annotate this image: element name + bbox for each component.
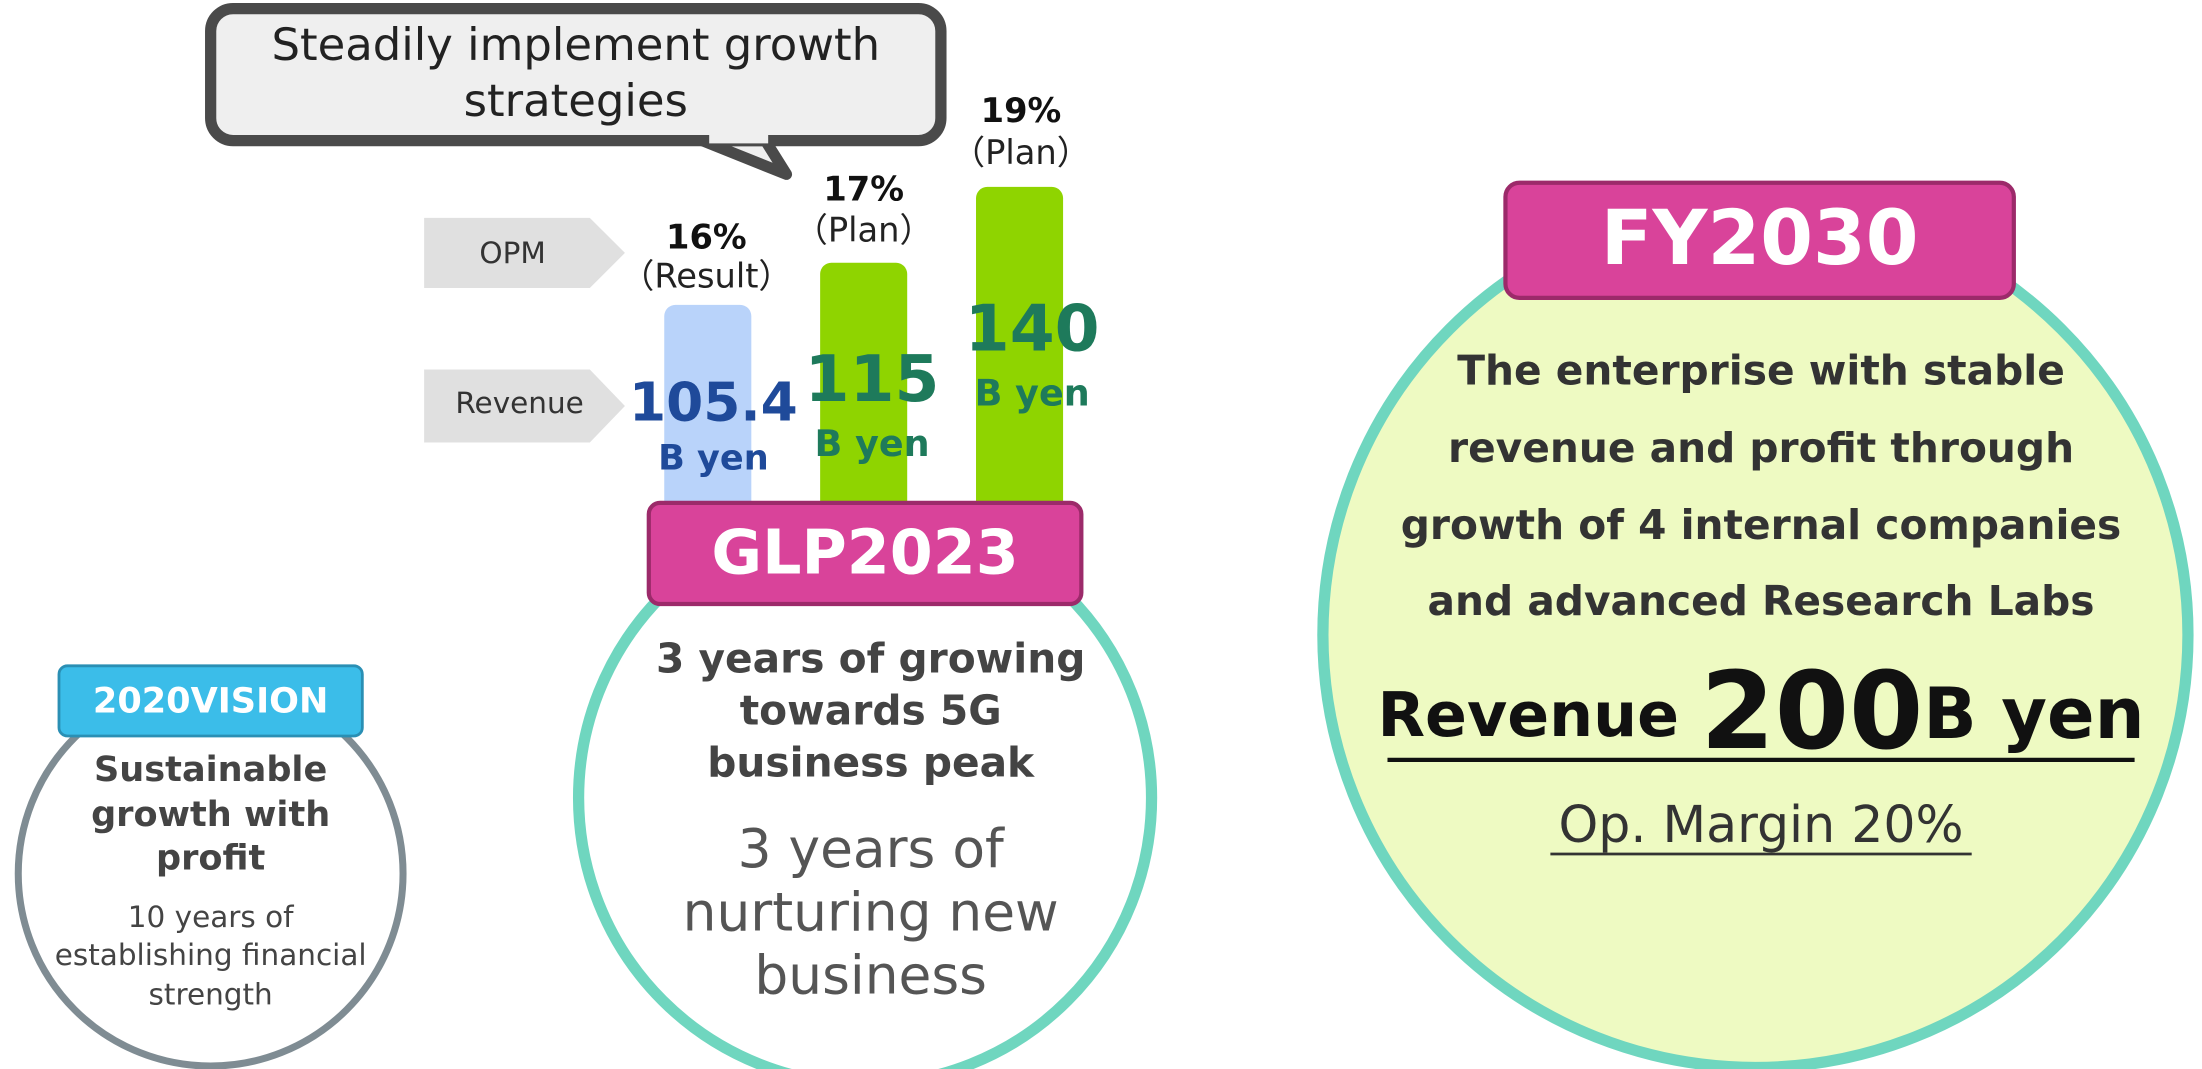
circle-title: profit [156,838,265,879]
revenue-label: Revenue [1377,679,1679,751]
circle-text: and advanced Research Labs [1428,577,2095,625]
badge-text: 2020VISION [93,680,328,721]
circle-title: growth with [91,794,330,835]
opm-status: （Plan） [794,210,933,249]
opm-status: （Plan） [951,133,1090,172]
circle-title: Sustainable [94,749,327,790]
revenue-unit: B yen [975,371,1090,414]
badge-text: FY2030 [1601,194,1919,282]
circle-title: towards 5G [740,687,1002,735]
revenue-target-value: 200 [1701,650,1924,774]
badge-text: GLP2023 [711,516,1018,588]
circle-text: growth of 4 internal companies [1401,501,2122,549]
circle-title: 3 years of growing [656,635,1085,683]
bar [976,186,1064,516]
revenue-value: 115 [805,342,940,417]
circle-text: strength [149,977,273,1011]
circle-title: business peak [707,739,1035,787]
circle-text: 10 years of [128,900,294,934]
callout-box [205,2,947,147]
row-label-arrow [424,369,625,443]
margin-target: Op. Margin 20% [1558,795,1963,854]
badge [646,500,1084,607]
circle-text: establishing financial [55,938,367,972]
fy2030-circle [1317,196,2194,1069]
circle-text: nurturing new [683,880,1059,943]
row-label: OPM [479,236,545,270]
row-label-arrow [424,217,625,289]
callout-text: Steadily implement growth [271,18,880,71]
circle-text: revenue and profit through [1448,424,2074,472]
circle-text: 3 years of [738,817,1005,880]
opm-value: 19% [981,91,1062,130]
revenue-unit: B yen [658,437,769,478]
revenue-target-unit: B yen [1923,673,2144,755]
row-label: Revenue [455,386,583,420]
opm-value: 16% [666,217,747,256]
callout-join [709,129,769,144]
opm-status: （Result） [621,257,792,296]
opm-value: 17% [823,170,904,209]
circle-text: business [754,944,987,1007]
bar [664,304,752,516]
revenue-value: 140 [965,292,1100,367]
bar [820,262,908,516]
badge [1503,180,2016,300]
callout-text: strategies [464,74,688,127]
circle-text: The enterprise with stable [1457,347,2065,395]
revenue-value: 105.4 [629,371,798,434]
revenue-unit: B yen [815,422,930,465]
revenue-target: Revenue 200B yen [1377,650,2144,774]
badge [57,664,364,738]
